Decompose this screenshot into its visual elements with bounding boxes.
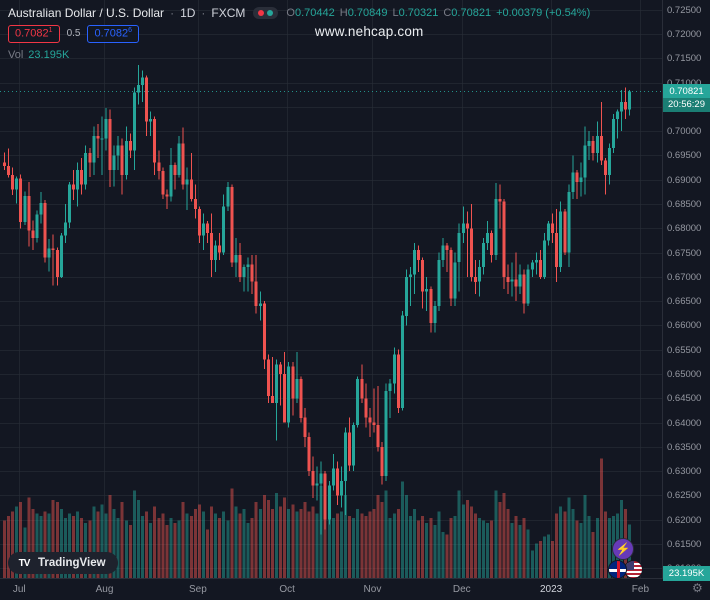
open-label: O <box>286 7 295 19</box>
time-tick-label: Oct <box>279 584 295 595</box>
low-label: L <box>392 7 399 19</box>
market-status-indicator[interactable] <box>253 7 279 19</box>
close-value: 0.70821 <box>451 7 492 19</box>
time-tick-label: Dec <box>452 584 471 595</box>
price-tick-label: 0.69000 <box>667 174 702 186</box>
bar-countdown: 20:56:29 <box>663 98 710 113</box>
last-price-badge: 0.70821 20:56:29 <box>663 84 710 113</box>
open-value: 0.70442 <box>294 7 335 19</box>
price-tick-label: 0.63000 <box>667 466 702 478</box>
exchange-label: FXCM <box>211 6 246 20</box>
price-tick-label: 0.63500 <box>667 441 702 453</box>
change-value: +0.00379 (+0.54%) <box>496 7 591 19</box>
price-tick-label: 0.70000 <box>667 126 702 138</box>
price-tick-label: 0.64000 <box>667 417 702 429</box>
price-tick-label: 0.66500 <box>667 296 702 308</box>
volume-label: Vol <box>8 48 24 61</box>
time-axis[interactable]: Jul Aug Sep Oct Nov Dec 2023 Feb <box>0 578 710 600</box>
price-tick-label: 0.61500 <box>667 539 702 550</box>
sell-bid-button[interactable]: 0.70821 <box>8 25 60 43</box>
price-tick-label: 0.69500 <box>667 150 702 162</box>
price-tick-label: 0.68000 <box>667 223 702 235</box>
price-tick-label: 0.67000 <box>667 271 702 283</box>
axis-settings-gear-icon[interactable]: ⚙ <box>692 581 703 595</box>
australia-flag-icon[interactable] <box>608 560 627 579</box>
price-tick-label: 0.71000 <box>667 77 702 89</box>
price-tick-label: 0.71500 <box>667 53 702 65</box>
volume-value: 23.195K <box>28 48 70 61</box>
tradingview-logo-icon: TV <box>18 557 31 569</box>
last-price-value: 0.70821 <box>663 84 710 99</box>
price-tick-label: 0.64500 <box>667 393 702 405</box>
volume-axis-badge: 23.195K <box>663 566 710 581</box>
chart-legend: Australian Dollar / U.S. Dollar · 1D · F… <box>8 6 590 61</box>
tradingview-attribution-button[interactable]: TV TradingView <box>8 552 118 574</box>
separator: · <box>170 6 175 20</box>
price-tick-label: 0.62000 <box>667 514 702 526</box>
price-tick-label: 0.62500 <box>667 490 702 502</box>
close-label: C <box>443 7 452 19</box>
volume-legend: Vol 23.195K <box>8 49 590 61</box>
interval-label[interactable]: 1D <box>180 6 196 20</box>
tradingview-logo-text: TradingView <box>38 557 106 569</box>
time-tick-label: Nov <box>363 584 382 595</box>
high-label: H <box>339 7 348 19</box>
low-value: 0.70321 <box>398 7 439 19</box>
separator: · <box>201 6 206 20</box>
chart-canvas[interactable] <box>0 0 662 578</box>
price-tick-label: 0.72000 <box>667 29 702 40</box>
data-live-dot-icon <box>267 10 274 16</box>
site-watermark: www.nehcap.com <box>314 24 424 39</box>
buy-ask-button[interactable]: 0.70826 <box>87 25 140 43</box>
time-tick-label: 2023 <box>539 584 563 595</box>
price-tick-label: 0.67500 <box>667 247 702 259</box>
ideas-bubble-button[interactable]: ⚡ <box>612 538 634 560</box>
spread-value: 0.5 <box>66 28 81 40</box>
lightning-icon: ⚡ <box>615 542 631 556</box>
time-tick-label: Sep <box>188 584 207 595</box>
ohlc-readout: O0.70442 H0.70849 L0.70321 C0.70821 +0.0… <box>286 7 590 19</box>
high-value: 0.70849 <box>347 7 388 19</box>
price-tick-label: 0.65000 <box>667 369 702 380</box>
market-closed-dot-icon <box>258 10 265 16</box>
price-tick-label: 0.68500 <box>667 199 702 210</box>
price-tick-label: 0.72500 <box>667 4 702 16</box>
time-tick-label: Aug <box>95 584 114 595</box>
symbol-title[interactable]: Australian Dollar / U.S. Dollar <box>8 6 165 20</box>
price-tick-label: 0.66000 <box>667 320 702 332</box>
price-tick-label: 0.65500 <box>667 344 702 356</box>
candlestick-chart[interactable] <box>0 0 662 578</box>
time-tick-label: Jul <box>12 584 26 595</box>
time-tick-label: Feb <box>631 584 650 595</box>
